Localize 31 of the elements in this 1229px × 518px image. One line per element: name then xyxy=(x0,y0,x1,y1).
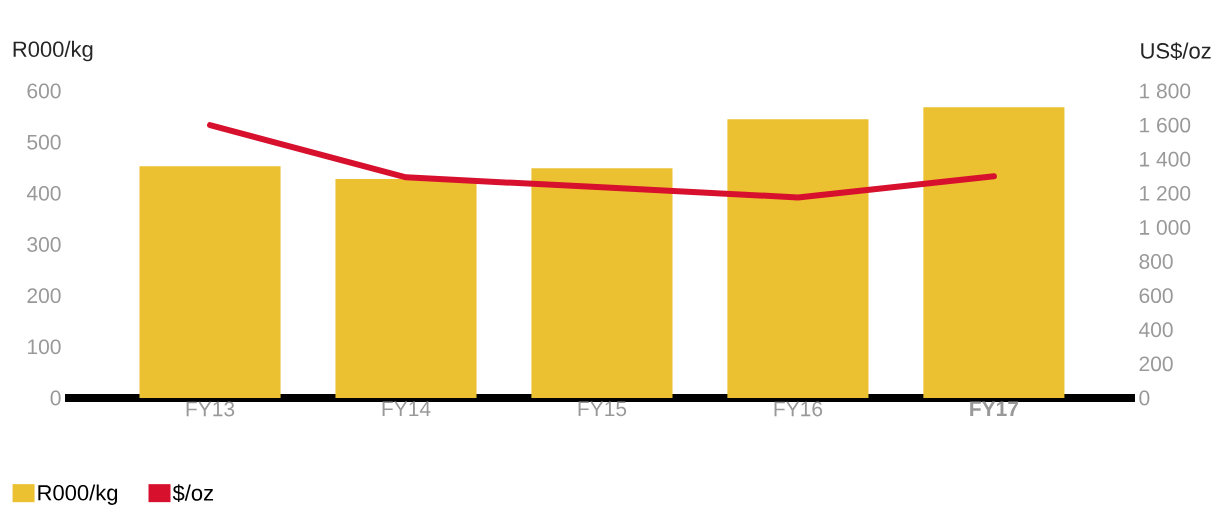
y2-tick-label: 1 200 xyxy=(1140,185,1191,201)
y-tick-label: 600 xyxy=(27,83,61,99)
y-tick-label: 0 xyxy=(50,390,61,406)
x-tick-label: FY13 xyxy=(186,401,235,417)
y2-tick-label: 400 xyxy=(1139,322,1173,338)
x-tick-label: FY16 xyxy=(774,401,823,417)
bar xyxy=(139,166,281,398)
y-tick-label: 500 xyxy=(27,134,61,150)
bar xyxy=(335,179,477,398)
y2-tick-label: 0 xyxy=(1139,390,1150,406)
x-tick-label: FY15 xyxy=(578,401,627,417)
y2-tick-label: 1 400 xyxy=(1140,151,1191,167)
bar xyxy=(531,168,673,398)
x-tick-label: FY17 xyxy=(970,401,1019,416)
y-tick-label: 300 xyxy=(27,237,61,252)
y-axis-title: R000/kg xyxy=(13,40,93,62)
y-tick-label: 100 xyxy=(28,339,61,355)
legend-label: R000/kg xyxy=(38,484,118,505)
y-tick-label: 200 xyxy=(27,288,61,304)
legend-label: $/oz xyxy=(172,484,213,503)
y2-tick-label: 200 xyxy=(1139,356,1173,372)
bar xyxy=(923,107,1065,398)
y2-axis-title: US$/oz xyxy=(1141,42,1211,60)
y2-tick-label: 1 600 xyxy=(1140,117,1191,133)
bar xyxy=(727,119,869,398)
y2-tick-label: 1 800 xyxy=(1140,83,1191,99)
y2-tick-label: 1 000 xyxy=(1140,220,1191,235)
y2-tick-label: 800 xyxy=(1139,254,1173,269)
y2-tick-label: 600 xyxy=(1139,288,1173,304)
x-tick-label: FY14 xyxy=(382,401,431,416)
y-tick-label: 400 xyxy=(26,185,61,201)
